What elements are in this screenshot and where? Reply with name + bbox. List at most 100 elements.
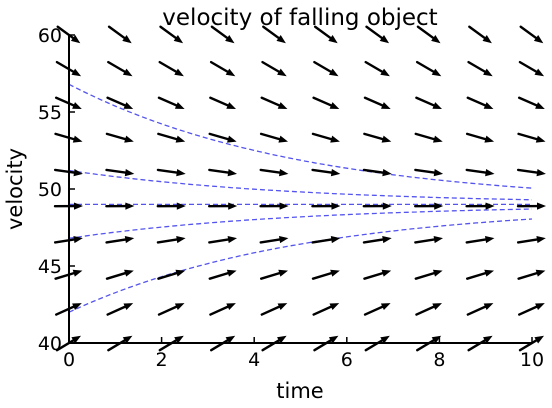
- arrow-head: [123, 102, 134, 109]
- slope-arrow: [363, 96, 391, 109]
- arrow-shaft: [158, 60, 181, 75]
- arrow-head: [535, 303, 545, 310]
- arrow-shaft: [54, 270, 79, 280]
- arrow-head: [382, 236, 392, 244]
- arrow-head: [330, 135, 340, 143]
- arrow-shaft: [54, 132, 79, 142]
- arrow-shaft: [519, 25, 541, 42]
- chart-title: velocity of falling object: [162, 5, 437, 31]
- x-axis-label: time: [276, 379, 323, 403]
- arrow-head: [279, 169, 289, 177]
- arrow-head: [277, 335, 287, 344]
- arrow-shaft: [259, 270, 285, 280]
- arrow-head: [174, 303, 185, 310]
- arrow-head: [225, 68, 236, 77]
- slope-arrow: [105, 132, 134, 143]
- arrow-shaft: [210, 25, 232, 42]
- slope-arrow: [259, 168, 289, 177]
- slope-arrow: [313, 335, 339, 352]
- arrow-head: [122, 335, 133, 344]
- y-tick-label: 40: [38, 333, 62, 355]
- arrow-head: [328, 35, 338, 44]
- slope-arrow: [363, 303, 391, 316]
- arrow-head: [483, 102, 494, 109]
- slope-arrow: [363, 132, 392, 143]
- arrow-shaft: [465, 237, 491, 244]
- slope-arrow: [157, 303, 185, 316]
- slope-arrow: [414, 202, 444, 210]
- arrow-head: [329, 102, 340, 109]
- arrow-shaft: [53, 168, 79, 175]
- slope-arrow: [312, 303, 340, 316]
- solution-curve-4: [69, 208, 532, 239]
- x-tick-label: 0: [63, 349, 75, 371]
- arrow-shaft: [311, 132, 336, 142]
- slope-arrow: [105, 202, 135, 210]
- y-tick-label: 45: [38, 256, 62, 278]
- slope-arrow: [312, 96, 340, 109]
- slope-arrow: [156, 236, 186, 244]
- y-tick-label: 50: [38, 179, 62, 201]
- arrow-head: [431, 35, 441, 44]
- slope-arrow: [516, 168, 546, 177]
- arrow-head: [485, 169, 495, 177]
- arrow-head: [227, 135, 237, 143]
- slope-arrow: [107, 60, 133, 77]
- arrow-shaft: [466, 270, 491, 280]
- arrow-head: [535, 102, 545, 109]
- arrow-shaft: [311, 237, 337, 244]
- arrow-head: [381, 102, 391, 109]
- arrow-head: [536, 169, 546, 177]
- arrow-shaft: [312, 96, 336, 109]
- arrow-head: [124, 236, 135, 244]
- arrow-shaft: [105, 270, 130, 280]
- slope-arrow: [362, 202, 392, 210]
- slope-arrows: [53, 25, 546, 352]
- arrow-head: [331, 202, 341, 210]
- slope-arrow: [467, 335, 493, 352]
- arrow-shaft: [415, 60, 438, 75]
- arrow-shaft: [209, 96, 233, 109]
- arrow-head: [226, 269, 237, 277]
- slope-arrow: [414, 168, 444, 177]
- slope-arrow: [518, 335, 544, 352]
- slope-arrow: [362, 236, 392, 244]
- slope-arrow: [517, 132, 546, 143]
- arrow-shaft: [208, 168, 233, 175]
- arrow-head: [536, 236, 546, 244]
- slope-arrow: [208, 168, 237, 177]
- arrow-head: [535, 135, 546, 143]
- slope-arrow: [55, 335, 81, 352]
- arrow-head: [534, 68, 545, 77]
- slope-arrow: [54, 132, 83, 143]
- x-tick-label: 10: [520, 349, 544, 371]
- arrow-head: [74, 202, 83, 210]
- arrow-head: [225, 335, 236, 344]
- arrow-head: [123, 303, 134, 310]
- slope-arrow: [414, 236, 443, 244]
- arrow-shaft: [107, 25, 129, 42]
- slope-arrow: [517, 269, 546, 280]
- x-tick-label: 4: [248, 349, 260, 371]
- slope-arrow: [158, 60, 184, 77]
- solution-curve-2: [69, 169, 532, 201]
- arrow-shaft: [415, 304, 439, 316]
- arrow-shaft: [363, 96, 387, 109]
- slope-arrow: [259, 202, 289, 210]
- arrow-head: [73, 236, 83, 244]
- slope-arrow: [311, 269, 340, 280]
- arrow-head: [279, 202, 289, 210]
- arrow-shaft: [518, 60, 541, 75]
- slope-arrow: [466, 96, 494, 109]
- slope-arrow: [107, 335, 133, 352]
- arrow-shaft: [208, 132, 233, 142]
- arrow-shaft: [209, 60, 232, 75]
- slope-arrow: [105, 236, 135, 244]
- arrow-shaft: [157, 96, 181, 109]
- solution-curves: [69, 83, 532, 313]
- arrow-shaft: [363, 132, 388, 142]
- arrow-shaft: [414, 168, 439, 175]
- slope-arrow: [415, 96, 442, 109]
- slope-arrow: [208, 269, 237, 280]
- arrow-head: [485, 202, 495, 210]
